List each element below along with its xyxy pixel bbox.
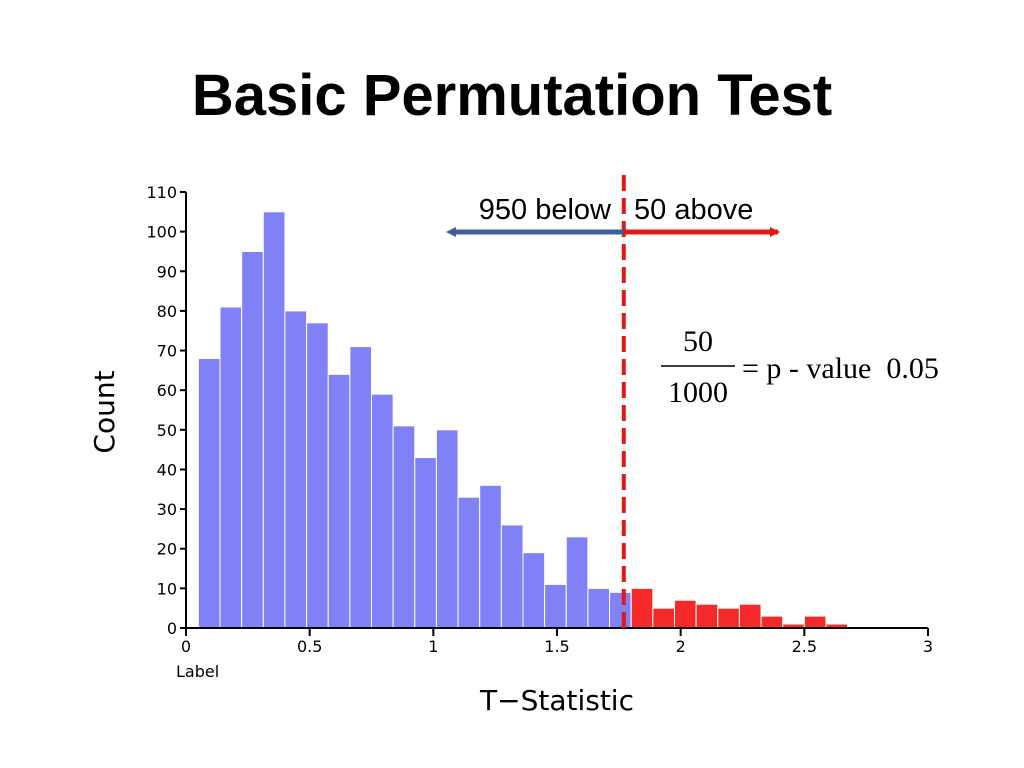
histogram-bar <box>522 552 546 629</box>
y-tick-label: 20 <box>157 540 177 559</box>
y-tick-label: 50 <box>157 421 177 440</box>
histogram-bar <box>479 484 502 629</box>
p-value-formula: 50 1000 = p - value 0.05 <box>661 325 939 409</box>
y-tick-label: 100 <box>146 223 177 242</box>
below-count-label: 950 below <box>479 194 612 226</box>
histogram-bar <box>500 524 524 629</box>
x-axis-title: T−Statistic <box>479 684 634 717</box>
histogram-bar <box>435 429 459 629</box>
y-tick-label: 10 <box>157 579 177 598</box>
above-count-label: 50 above <box>634 194 753 226</box>
histogram-bar <box>717 607 740 629</box>
histogram-bar <box>219 306 243 629</box>
histogram-bar <box>652 607 675 629</box>
histogram-bar <box>630 587 654 629</box>
y-tick-label: 60 <box>157 381 177 400</box>
x-tick-label: 2 <box>676 637 686 656</box>
histogram-bar <box>371 393 394 629</box>
corner-label: Label <box>176 662 219 681</box>
formula-result: = p - value 0.05 <box>742 352 939 385</box>
histogram-bar <box>241 250 264 629</box>
y-tick-label: 0 <box>167 619 177 638</box>
histogram-bar <box>197 357 221 629</box>
histogram-bar <box>544 583 567 629</box>
y-tick-label: 40 <box>157 460 177 479</box>
histogram-bar <box>673 599 697 629</box>
histogram-bar <box>565 536 589 629</box>
histogram-bar <box>262 211 286 629</box>
x-tick-label: 0 <box>181 637 191 656</box>
histogram-bar <box>609 591 632 629</box>
y-tick-label: 30 <box>157 500 177 519</box>
x-tick-label: 0.5 <box>297 637 322 656</box>
y-tick-label: 80 <box>157 302 177 321</box>
histogram-bar <box>695 603 719 629</box>
formula-denominator: 1000 <box>668 376 728 409</box>
histogram-bar <box>349 346 373 629</box>
x-tick-label: 1 <box>428 637 438 656</box>
x-tick-label: 2.5 <box>792 637 817 656</box>
x-tick-label: 1.5 <box>544 637 569 656</box>
axes: 0 10 20 30 40 50 60 70 80 90 100 110 0 0.5 1 1.5 2 2.5 3 <box>146 183 933 656</box>
histogram-bar <box>327 373 351 629</box>
histogram-bars <box>197 211 849 629</box>
y-tick-label: 90 <box>157 262 177 281</box>
histogram-bar <box>392 425 416 629</box>
histogram-bar <box>306 322 329 629</box>
histogram-bar <box>738 603 762 629</box>
y-axis-title: Count <box>88 370 121 453</box>
histogram-bar <box>414 457 437 629</box>
slide-title: Basic Permutation Test <box>191 63 833 128</box>
histogram-bar <box>457 496 481 629</box>
histogram-bar <box>803 615 827 629</box>
y-tick-label: 70 <box>157 342 177 361</box>
y-tick-label: 110 <box>146 183 177 202</box>
histogram-bar <box>760 615 784 629</box>
formula-numerator: 50 <box>683 325 713 358</box>
x-tick-label: 3 <box>923 637 933 656</box>
histogram-bar <box>284 310 308 629</box>
histogram-bar <box>587 587 611 629</box>
